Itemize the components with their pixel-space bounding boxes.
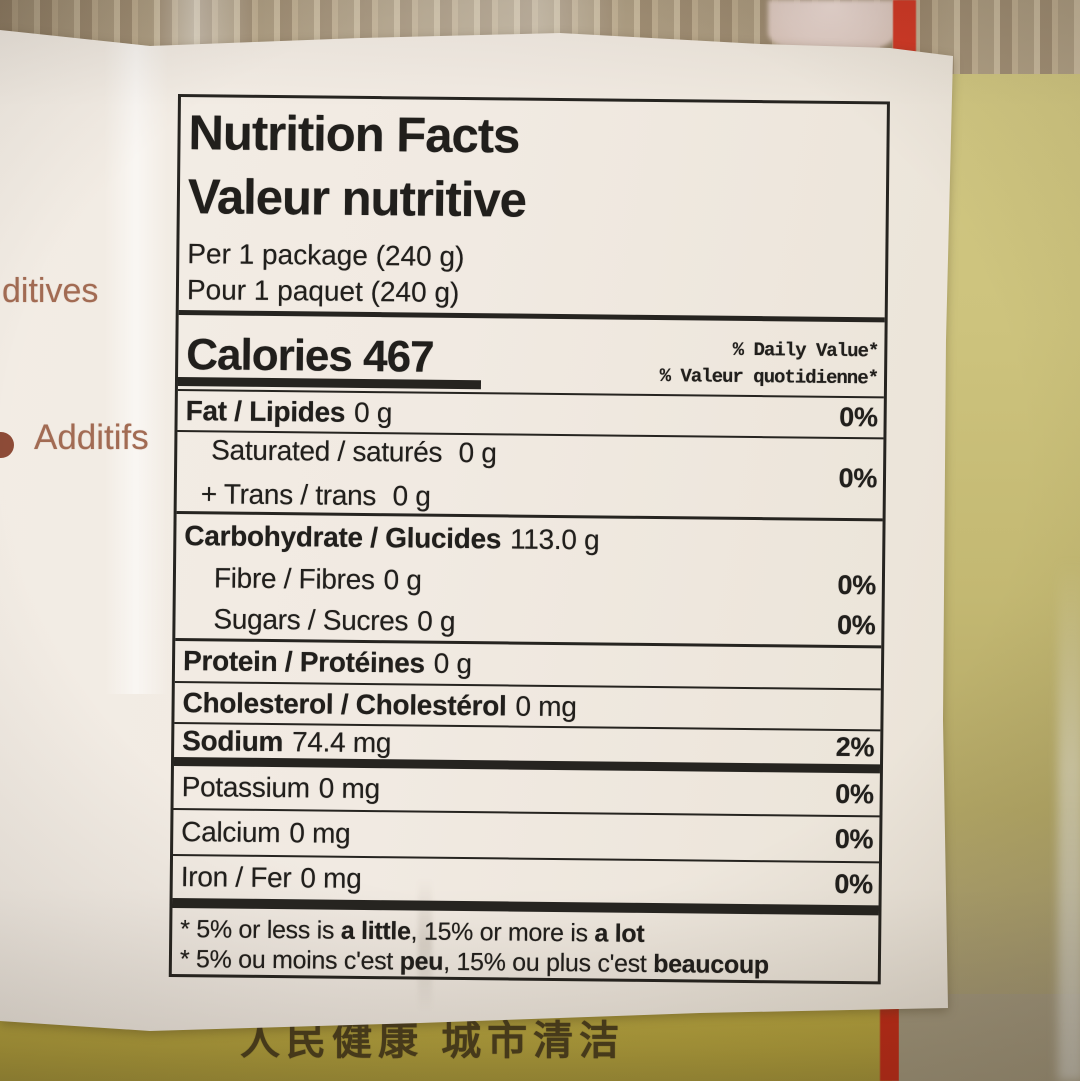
paper-smudge: [418, 878, 432, 1012]
nutrient-dv: 2%: [835, 731, 875, 763]
nutrient-row-fibre: Fibre / Fibres 0 g 0%: [176, 557, 882, 606]
nutrient-row-potassium: Potassium 0 mg 0%: [173, 765, 880, 818]
title-fr: Valeur nutritive: [187, 170, 527, 228]
nutrient-name: Iron / Fer: [180, 861, 292, 894]
package-bottom-right: [899, 994, 1080, 1081]
calories-underline: [177, 377, 482, 390]
footnote-fr: * 5% ou moins c'est peu, 15% ou plus c'e…: [180, 944, 870, 981]
nutrient-row-protein: Protein / Protéines 0 g: [174, 641, 882, 691]
nutrient-name: Protein / Protéines: [182, 645, 425, 679]
nutrient-value: 0 g: [433, 647, 472, 680]
saturated-trans-lines: Saturated / saturés 0 g + Trans / trans …: [185, 434, 497, 513]
nutrient-dv: 0%: [835, 778, 874, 809]
nutrient-dv: 0%: [834, 823, 874, 854]
nutrition-facts-table: Nutrition Facts Valeur nutritive Per 1 p…: [168, 94, 890, 985]
nutrient-name: Sugars / Sucres: [213, 602, 409, 636]
nutrient-row-calcium: Calcium 0 mg 0%: [173, 809, 880, 864]
nutrient-name: Fibre / Fibres: [213, 562, 375, 596]
footnote-text: , 15% ou plus c'est: [443, 947, 654, 979]
package-text-fragment-2: Additifs: [34, 418, 149, 457]
nutrient-name: Saturated / saturés: [211, 433, 443, 468]
serving-size-fr: Pour 1 paquet (240 g): [186, 274, 460, 308]
footnote-bold: peu: [399, 947, 444, 976]
nutrient-row-sodium: Sodium 74.4 mg 2%: [173, 723, 881, 774]
footnote-bold: a lot: [594, 919, 645, 948]
nutrient-name: Carbohydrate / Glucides: [184, 519, 502, 554]
dv-header-en: % Daily Value*: [732, 338, 879, 363]
footnote-text: , 15% or more is: [410, 917, 595, 948]
nutrient-name: Calcium: [181, 816, 281, 849]
red-stripe-top: [893, 0, 916, 58]
footnote-bold: beaucoup: [653, 950, 770, 980]
calories-value: Calories 467: [186, 330, 434, 382]
footnote-text: * 5% or less is: [180, 915, 341, 945]
nutrient-name: Sodium: [182, 724, 284, 757]
footnote: * 5% or less is a little, 15% or more is…: [172, 908, 879, 981]
footnote-bold: a little: [340, 916, 411, 946]
nutrient-row-iron: Iron / Fer 0 mg 0%: [172, 855, 879, 916]
nutrient-name: Potassium: [181, 771, 310, 804]
nutrient-dv: 0%: [834, 868, 873, 899]
nutrient-row-carbohydrate: Carbohydrate / Glucides 113.0 g: [176, 514, 882, 564]
nutrient-value: 113.0 g: [509, 523, 600, 555]
package-edge-highlight: [1058, 560, 1080, 1081]
nutrient-value: 0 g: [353, 396, 393, 428]
nutrient-value: 0 mg: [318, 772, 380, 805]
nutrient-value: 0 mg: [300, 862, 362, 894]
package-text-fragment-1: ditives: [2, 272, 99, 310]
trans-line: + Trans / trans 0 g: [185, 478, 497, 513]
serving-size-en: Per 1 package (240 g): [187, 238, 465, 273]
paper-crease: [104, 34, 168, 694]
nutrient-name: Fat / Lipides: [185, 394, 346, 428]
nutrient-value: 0 g: [417, 605, 456, 637]
calories-row: Calories 467 % Daily Value* % Valeur quo…: [177, 315, 885, 399]
nutrient-dv: 0%: [839, 401, 878, 433]
footnote-text: * 5% ou moins c'est: [179, 945, 400, 976]
nutrient-value: 0 g: [383, 564, 422, 596]
nutrient-name: Cholesterol / Cholestérol: [182, 686, 507, 721]
nutrient-row-sugars: Sugars / Sucres 0 g 0%: [175, 599, 882, 649]
table-header: Nutrition Facts Valeur nutritive Per 1 p…: [178, 97, 887, 323]
nutrient-row-saturated-trans: Saturated / saturés 0 g + Trans / trans …: [176, 432, 884, 522]
red-stripe-bottom: [880, 998, 899, 1081]
daily-value-header: % Daily Value* % Valeur quotidienne*: [659, 336, 879, 392]
package-bullet-fragment: [0, 432, 14, 458]
nutrient-dv: 0%: [838, 462, 878, 494]
nutrient-value: 74.4 mg: [291, 725, 392, 758]
nutrient-dv: 0%: [836, 609, 876, 641]
nutrient-value: 0 g: [458, 436, 497, 468]
nutrient-dv: 0%: [837, 569, 877, 600]
nutrient-value: 0 mg: [289, 817, 351, 849]
dv-header-fr: % Valeur quotidienne*: [659, 365, 879, 390]
saturated-line: Saturated / saturés 0 g: [185, 434, 497, 469]
nutrient-value: 0 mg: [515, 690, 577, 722]
nutrient-name: + Trans / trans: [200, 477, 377, 511]
title-en: Nutrition Facts: [188, 106, 520, 164]
nutrient-value: 0 g: [392, 479, 431, 512]
